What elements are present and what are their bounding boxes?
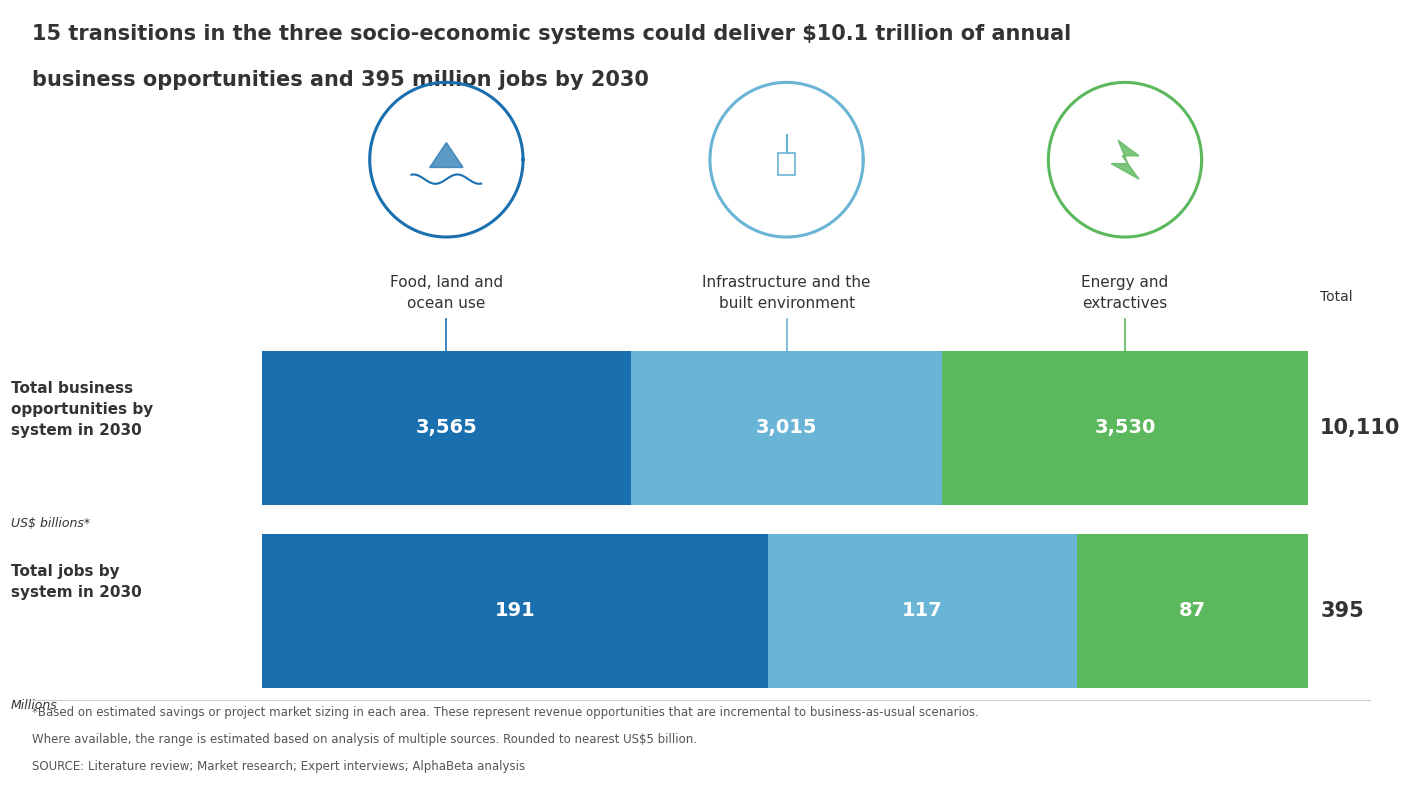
Text: 3,530: 3,530 bbox=[1094, 418, 1155, 438]
Bar bbox=[779, 153, 794, 175]
Text: 87: 87 bbox=[1179, 601, 1206, 620]
Text: *Based on estimated savings or project market sizing in each area. These represe: *Based on estimated savings or project m… bbox=[33, 706, 979, 718]
Text: 191: 191 bbox=[495, 601, 536, 620]
Text: Energy and
extractives: Energy and extractives bbox=[1081, 275, 1168, 311]
Text: 395: 395 bbox=[1320, 601, 1364, 621]
Polygon shape bbox=[429, 142, 463, 167]
Text: 10,110: 10,110 bbox=[1320, 418, 1401, 438]
Text: US$ billions*: US$ billions* bbox=[11, 516, 91, 530]
Polygon shape bbox=[1111, 140, 1140, 179]
Text: business opportunities and 395 million jobs by 2030: business opportunities and 395 million j… bbox=[33, 70, 649, 90]
FancyBboxPatch shape bbox=[767, 534, 1077, 688]
Text: Where available, the range is estimated based on analysis of multiple sources. R: Where available, the range is estimated … bbox=[33, 733, 698, 746]
Text: Infrastructure and the
built environment: Infrastructure and the built environment bbox=[702, 275, 871, 311]
Text: Total business
opportunities by
system in 2030: Total business opportunities by system i… bbox=[11, 381, 153, 439]
Text: Total: Total bbox=[1320, 289, 1353, 303]
Text: SOURCE: Literature review; Market research; Expert interviews; AlphaBeta analysi: SOURCE: Literature review; Market resear… bbox=[33, 760, 526, 773]
Text: 3,565: 3,565 bbox=[415, 418, 477, 438]
Text: Total jobs by
system in 2030: Total jobs by system in 2030 bbox=[11, 564, 142, 600]
Text: Millions: Millions bbox=[11, 700, 58, 712]
FancyBboxPatch shape bbox=[942, 351, 1307, 505]
Text: Food, land and
ocean use: Food, land and ocean use bbox=[389, 275, 503, 311]
Text: 15 transitions in the three socio-economic systems could deliver $10.1 trillion : 15 transitions in the three socio-econom… bbox=[33, 24, 1071, 43]
FancyBboxPatch shape bbox=[1077, 534, 1307, 688]
Text: 117: 117 bbox=[902, 601, 942, 620]
FancyBboxPatch shape bbox=[631, 351, 942, 505]
FancyBboxPatch shape bbox=[261, 351, 631, 505]
FancyBboxPatch shape bbox=[261, 534, 767, 688]
Text: 3,015: 3,015 bbox=[756, 418, 817, 438]
